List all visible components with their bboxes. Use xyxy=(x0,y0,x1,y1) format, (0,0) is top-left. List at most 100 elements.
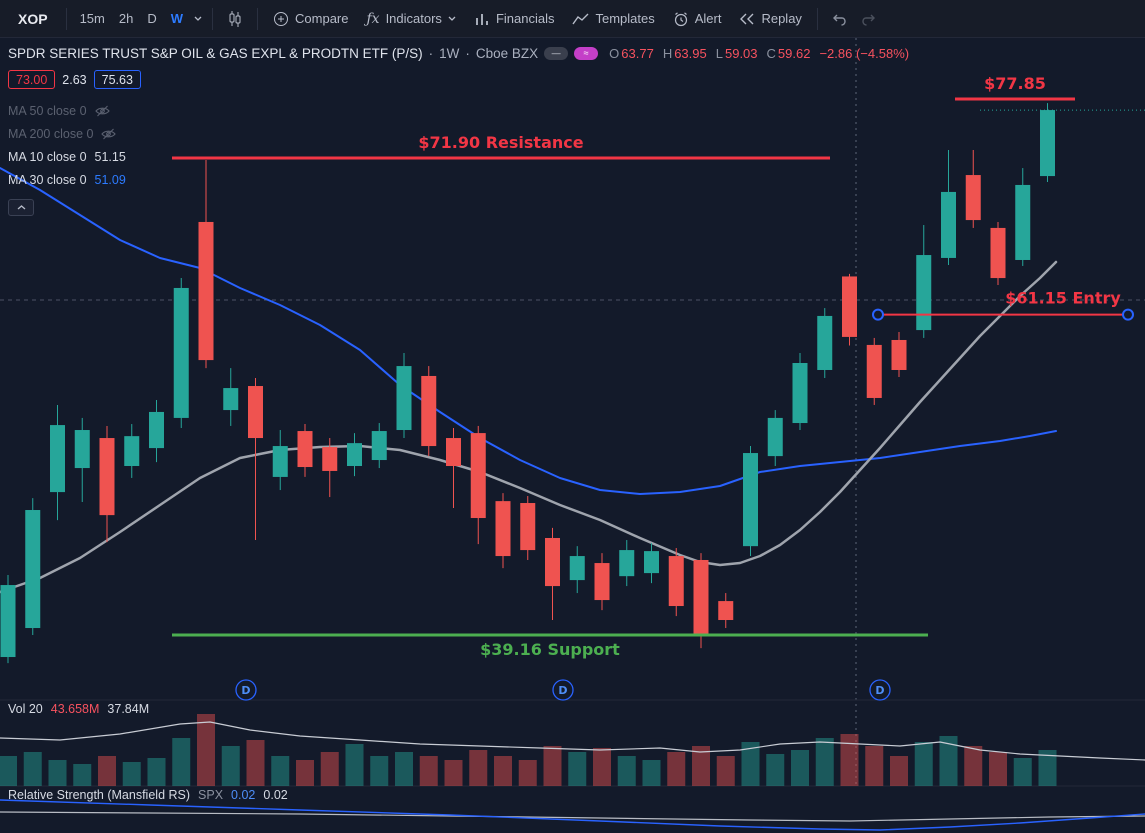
toolbar-divider xyxy=(65,7,67,30)
volume-ma-line xyxy=(0,721,1145,761)
resistance-label[interactable]: $71.90 Resistance xyxy=(418,133,583,152)
timeframe-1w[interactable]: W xyxy=(164,5,190,33)
eye-off-icon[interactable] xyxy=(94,105,110,117)
compare-plus-icon xyxy=(274,11,289,26)
toolbar-divider xyxy=(816,7,818,30)
templates-button[interactable]: Templates xyxy=(563,5,663,33)
indicator-label: MA 30 close 0 xyxy=(8,172,87,187)
indicators-label: Indicators xyxy=(385,11,442,26)
symbol-title[interactable]: SPDR SERIES TRUST S&P OIL & GAS EXPL & P… xyxy=(8,45,423,61)
dividend-marker[interactable] xyxy=(552,679,574,701)
position-tool-values: 73.00 2.63 75.63 xyxy=(8,70,909,89)
chevron-up-icon xyxy=(17,205,25,210)
legend-separator: · xyxy=(428,45,434,61)
toolbar-divider xyxy=(212,7,214,30)
close-label: C xyxy=(766,45,776,61)
volume-ma-value: 43.658M xyxy=(50,702,100,716)
templates-label: Templates xyxy=(595,11,655,26)
svg-text:D: D xyxy=(875,684,884,697)
risk-reward-value: 2.63 xyxy=(62,72,87,87)
candlestick-icon xyxy=(229,10,241,27)
chart-type-candles-button[interactable] xyxy=(219,5,251,33)
alarm-clock-icon xyxy=(674,11,687,26)
symbol-button[interactable]: XOP xyxy=(6,5,60,33)
price-chart-canvas[interactable]: $71.90 Resistance $77.85 $61.15 Entry $39.1… xyxy=(0,38,1145,833)
low-value: 59.03 xyxy=(724,45,758,61)
undo-arrow-icon xyxy=(832,14,846,26)
legend-separator: · xyxy=(465,45,470,61)
ma-blue-line xyxy=(0,167,1057,495)
bar-chart-icon xyxy=(476,13,488,25)
compare-button[interactable]: Compare xyxy=(264,5,357,33)
indicator-row-ma-10[interactable]: MA 10 close 0 51.15 xyxy=(8,145,909,168)
entry-handle-right[interactable] xyxy=(1122,308,1134,321)
rs-value-1: 0.02 xyxy=(231,788,256,802)
indicator-row-ma-30[interactable]: MA 30 close 0 51.09 xyxy=(8,168,909,191)
eye-off-icon[interactable] xyxy=(101,128,117,140)
timeframe-1d[interactable]: D xyxy=(140,5,163,33)
timeframe-menu-button[interactable] xyxy=(190,5,206,33)
stop-price-box[interactable]: 73.00 xyxy=(8,70,56,89)
entry-handle-left[interactable] xyxy=(872,308,884,321)
low-label: L xyxy=(715,45,723,61)
interval-label[interactable]: 1W xyxy=(439,45,460,61)
fx-icon: ƒx xyxy=(366,10,380,27)
undo-button[interactable] xyxy=(824,5,854,33)
dividend-marker[interactable] xyxy=(869,679,891,701)
symbol-legend-row[interactable]: SPDR SERIES TRUST S&P OIL & GAS EXPL & P… xyxy=(8,44,909,62)
legend-collapse-button[interactable] xyxy=(8,199,34,216)
eye-toggle[interactable] xyxy=(94,105,110,117)
indicator-row-ma-50[interactable]: MA 50 close 0 xyxy=(8,99,909,122)
volume-label: Vol 20 xyxy=(8,702,43,716)
timeframe-2h[interactable]: 2h xyxy=(112,5,140,33)
timeframe-15m[interactable]: 15m xyxy=(73,5,112,33)
close-value: 59.62 xyxy=(777,45,811,61)
open-label: O xyxy=(609,45,620,61)
financials-button[interactable]: Financials xyxy=(465,5,564,33)
indicator-label: MA 50 close 0 xyxy=(8,103,87,118)
indicator-value: 51.09 xyxy=(94,172,126,187)
candlestick-series[interactable] xyxy=(0,103,1056,664)
high-label: H xyxy=(662,45,673,61)
svg-text:D: D xyxy=(241,684,250,697)
volume-legend[interactable]: Vol 20 43.658M 37.84M xyxy=(8,702,149,716)
compare-label: Compare xyxy=(295,11,349,26)
relative-strength-legend[interactable]: Relative Strength (Mansfield RS) SPX 0.0… xyxy=(8,788,288,802)
marker-pill-minus[interactable]: — xyxy=(544,46,569,60)
indicator-label: MA 200 close 0 xyxy=(8,126,94,141)
entry-label[interactable]: $61.15 Entry xyxy=(1005,289,1121,308)
alert-label: Alert xyxy=(694,11,722,26)
chart-legend: SPDR SERIES TRUST S&P OIL & GAS EXPL & P… xyxy=(8,44,909,216)
alert-button[interactable]: Alert xyxy=(664,5,731,33)
replay-rewind-icon xyxy=(740,13,754,24)
chart-area: $71.90 Resistance $77.85 $61.15 Entry $39.1… xyxy=(0,38,1145,833)
svg-text:D: D xyxy=(558,684,567,697)
replay-button[interactable]: Replay xyxy=(730,5,810,33)
indicator-legend: MA 50 close 0 MA 200 close 0 MA 10 close 0… xyxy=(8,99,909,191)
zigzag-template-icon xyxy=(572,13,589,24)
indicators-button[interactable]: ƒx Indicators xyxy=(357,5,464,33)
chevron-down-icon xyxy=(448,16,456,21)
indicator-value: 51.15 xyxy=(94,149,126,164)
indicator-row-ma-200[interactable]: MA 200 close 0 xyxy=(8,122,909,145)
target-price-box[interactable]: 75.63 xyxy=(93,70,141,89)
indicator-label: MA 10 close 0 xyxy=(8,149,87,164)
exchange-label: Cboe BZX xyxy=(475,45,539,61)
rs-value-2: 0.02 xyxy=(263,788,288,802)
rs-label: Relative Strength (Mansfield RS) xyxy=(8,788,191,802)
target-label[interactable]: $77.85 xyxy=(984,74,1046,93)
redo-button[interactable] xyxy=(854,5,884,33)
support-label[interactable]: $39.16 Support xyxy=(480,640,620,659)
open-value: 63.77 xyxy=(621,45,654,61)
redo-arrow-icon xyxy=(862,14,875,26)
eye-toggle[interactable] xyxy=(101,128,117,140)
top-toolbar: XOP 15m 2h D W Compare ƒx Indicators Fin xyxy=(0,0,1145,38)
replay-label: Replay xyxy=(761,11,802,26)
chevron-down-icon xyxy=(194,16,202,21)
dividend-marker[interactable] xyxy=(235,679,257,701)
marker-pill-wave[interactable]: ≈ xyxy=(574,46,599,60)
rs-white-line xyxy=(0,811,1145,822)
financials-label: Financials xyxy=(495,11,555,26)
rs-symbol: SPX xyxy=(198,788,224,802)
